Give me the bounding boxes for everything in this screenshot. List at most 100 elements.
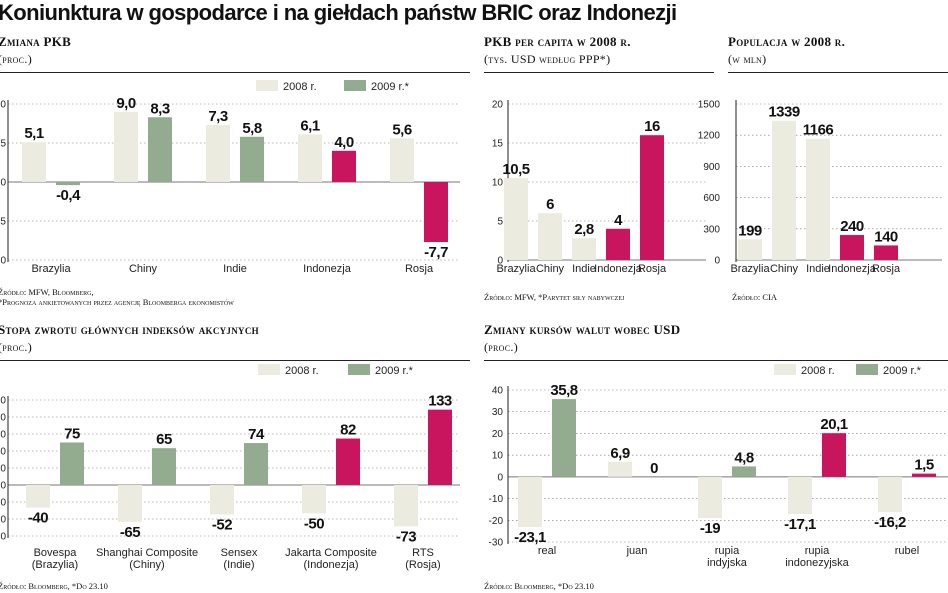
fx-bar: [698, 476, 722, 519]
fx-title-rule: [484, 360, 948, 361]
fx-y-tick-label: 40: [492, 386, 504, 397]
gdppc-bar: [538, 213, 562, 260]
indices-legend-swatch: [258, 364, 280, 375]
fx-data-label: 20,1: [820, 416, 847, 433]
gdppc-y-tick-label: 15: [492, 139, 504, 150]
indices-y-tick-label: -90: [0, 532, 6, 543]
indices-y-tick-label: 30: [0, 464, 6, 475]
indices-y-tick-label: -30: [0, 498, 6, 509]
indices-data-label: -50: [304, 515, 324, 532]
indices-legend-swatch: [348, 364, 370, 375]
gdppc-chart-unit: (tys. USD według PPP*): [484, 52, 611, 66]
pop-data-label: 240: [840, 218, 864, 235]
indices-bar: [244, 443, 268, 485]
indices-bar: [302, 485, 326, 514]
indices-bar: [118, 485, 142, 522]
gdppc-data-label: 2,8: [574, 221, 594, 238]
fx-y-tick-label: 0: [497, 472, 503, 483]
gdp-y-tick-label: 10: [0, 100, 6, 111]
gdp-bar: [240, 136, 264, 182]
gdp-bar: [148, 117, 172, 182]
gdppc-source: Źródło: MFW, *Parytet siły nabywczej: [484, 292, 625, 302]
indices-legend-label: 2008 r.: [285, 365, 319, 377]
gdp-data-label: 6,1: [300, 117, 320, 134]
gdppc-data-label: 6: [546, 196, 554, 213]
pop-chart-unit: (w mln): [728, 52, 767, 66]
gdppc-chart-title: PKB per capita w 2008 r.: [484, 34, 631, 49]
pop-category-label: Chiny: [770, 263, 799, 275]
fx-bar: [822, 433, 846, 477]
pop-y-tick-label: 1500: [698, 100, 721, 111]
fx-y-tick-label: -30: [489, 538, 504, 549]
fx-chart: 40 30 20 10 0 -10 -20 -30 -23,1 35,8 real 6,9 0 juan -…: [489, 364, 948, 569]
gdp-category-label: Indie: [223, 263, 247, 275]
gdppc-bar: [504, 178, 528, 260]
gdp-data-label: 5,6: [392, 121, 412, 138]
indices-bar: [336, 438, 360, 485]
indices-y-tick-label: -60: [0, 515, 6, 526]
gdppc-title-rule: [484, 72, 714, 73]
fx-bar: [788, 476, 812, 514]
indices-chart-title: Stopa zwrotu głównych indeksów akcyjnych: [0, 322, 259, 337]
indices-data-label: 82: [340, 422, 356, 439]
indices-category-label: Shanghai Composite: [96, 547, 198, 559]
pop-bar: [874, 245, 898, 260]
gdppc-category-label: Brazylia: [496, 263, 536, 275]
indices-data-label: 65: [156, 431, 172, 448]
pop-bar: [772, 120, 796, 260]
indices-bar: [60, 442, 84, 485]
indices-source: Źródło: Bloomberg, *Do 23.10: [0, 581, 108, 591]
indices-category-label: RTS: [412, 547, 434, 559]
pop-y-tick-label: 300: [703, 224, 720, 235]
indices-bar: [26, 485, 50, 508]
indices-bar: [210, 485, 234, 515]
gdp-data-label: 5,8: [242, 120, 262, 137]
gdp-y-tick-label: -10: [0, 256, 6, 267]
gdp-bar: [424, 182, 448, 243]
gdp-bar: [206, 125, 230, 182]
gdp-chart-unit: (proc.): [0, 52, 32, 66]
pop-category-label: Brazylia: [730, 263, 770, 275]
pop-category-label: Rosja: [872, 263, 901, 275]
indices-y-tick-label: 150: [0, 396, 6, 407]
fx-category-label: real: [538, 545, 556, 557]
gdp-data-label: 7,3: [208, 108, 228, 125]
fx-data-label: -19: [700, 520, 720, 537]
pop-y-tick-label: 1200: [698, 131, 721, 142]
gdp-category-label: Brazylia: [31, 263, 71, 275]
fx-category-label: rupia: [805, 545, 830, 557]
indices-y-tick-label: 90: [0, 430, 6, 441]
gdp-bar: [114, 111, 138, 182]
pop-bar: [806, 138, 830, 260]
fx-category-label: juan: [626, 545, 648, 557]
gdp-source-line-2: *Prognoza ankietowanych przez agencję Bl…: [0, 297, 234, 307]
gdp-category-label: Rosja: [405, 263, 434, 275]
indices-data-label: -40: [28, 510, 48, 527]
indices-category-label: Bovespa: [34, 547, 78, 559]
gdp-bar: [390, 138, 414, 182]
indices-bar: [152, 448, 176, 485]
fx-category-label: rupia: [715, 545, 740, 557]
pop-data-label: 1339: [768, 104, 800, 121]
fx-data-label: -23,1: [514, 529, 546, 546]
pop-y-tick-label: 600: [703, 193, 720, 204]
fx-chart-title: Zmiany kursów walut wobec USD: [484, 322, 681, 337]
pop-category-label: Indie: [806, 263, 830, 275]
gdp-legend-label: 2009 r.*: [371, 81, 410, 93]
gdp-data-label: -0,4: [56, 187, 81, 204]
pop-chart: 1500 1200 900 600 300 0 199 Brazylia 1339 Chiny 11…: [698, 100, 942, 275]
indices-data-label: -73: [396, 528, 416, 545]
pop-source: Źródło: CIA: [732, 292, 777, 302]
indices-data-label: 133: [428, 393, 452, 410]
indices-data-label: 75: [64, 426, 80, 443]
fx-bar: [912, 473, 936, 477]
indices-data-label: -65: [120, 524, 140, 541]
fx-bar: [552, 399, 576, 477]
fx-bar: [518, 476, 542, 528]
fx-category-label: rubel: [895, 545, 919, 557]
fx-data-label: -16,2: [874, 514, 906, 531]
gdppc-category-label: Chiny: [536, 263, 565, 275]
indices-category-label: (Indie): [223, 559, 254, 571]
gdp-chart-title: Zmiana PKB: [0, 34, 72, 49]
indices-legend-label: 2009 r.*: [375, 365, 414, 377]
